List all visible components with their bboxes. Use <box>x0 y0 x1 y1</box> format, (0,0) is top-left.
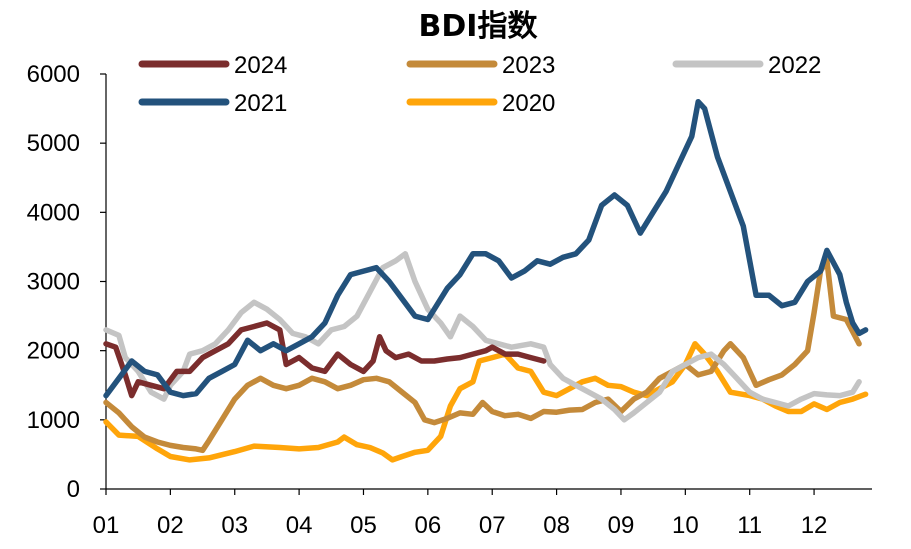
x-tick-label: 03 <box>221 512 248 539</box>
series-line-2020 <box>103 341 869 463</box>
y-tick-label: 4000 <box>27 199 80 226</box>
x-tick-label: 05 <box>350 512 377 539</box>
y-tick-label: 2000 <box>27 338 80 365</box>
series-line-2023 <box>103 258 862 454</box>
series-line-2021 <box>103 98 869 399</box>
x-tick-label: 10 <box>672 512 699 539</box>
x-tick-label: 08 <box>543 512 570 539</box>
chart-title: BDI指数 <box>419 9 539 44</box>
legend-label-2020: 2020 <box>502 90 555 117</box>
y-tick-label: 3000 <box>27 269 80 296</box>
y-tick-label: 1000 <box>27 407 80 434</box>
y-tick-label: 0 <box>67 476 80 503</box>
x-tick-label: 06 <box>414 512 441 539</box>
legend-label-2021: 2021 <box>234 90 287 117</box>
series-line-2024 <box>103 320 547 399</box>
x-tick-label: 11 <box>737 512 762 539</box>
x-tick-label: 12 <box>801 512 828 539</box>
x-tick-label: 04 <box>286 512 313 539</box>
legend-label-2023: 2023 <box>502 52 555 79</box>
x-tick-label: 02 <box>157 512 184 539</box>
axes: 0 1000 2000 3000 4000 5000 6000 01 02 03 04 05 06 07 0… <box>27 61 872 539</box>
legend-label-2024: 2024 <box>234 52 287 79</box>
x-tick-label: 07 <box>479 512 506 539</box>
legend: 2024 2023 2022 2021 2020 <box>138 52 821 117</box>
x-tick-label: 09 <box>608 512 635 539</box>
y-tick-label: 5000 <box>27 130 80 157</box>
series-lines <box>103 98 869 463</box>
x-tick-label: 01 <box>93 512 120 539</box>
series-line-2022 <box>103 251 862 423</box>
y-tick-label: 6000 <box>27 61 80 88</box>
legend-label-2022: 2022 <box>768 52 821 79</box>
